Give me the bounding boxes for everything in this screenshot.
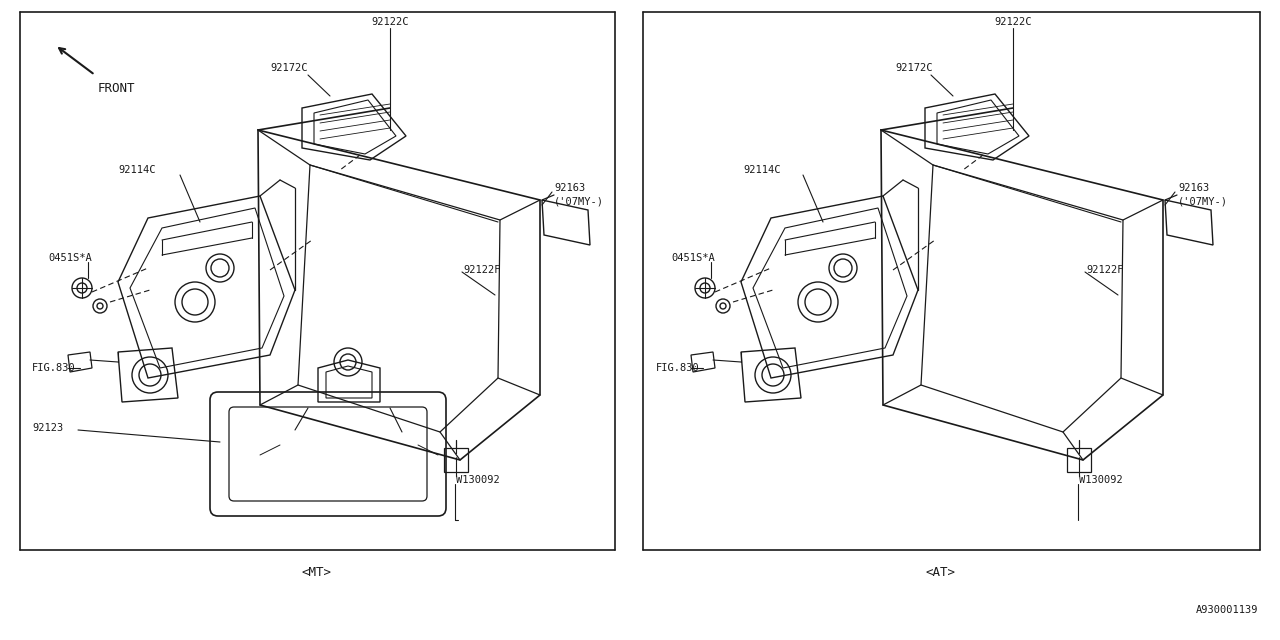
Text: A930001139: A930001139: [1196, 605, 1258, 615]
Text: ('07MY-): ('07MY-): [1178, 197, 1228, 207]
Text: 92163: 92163: [554, 183, 585, 193]
Text: 92163: 92163: [1178, 183, 1210, 193]
Text: ('07MY-): ('07MY-): [554, 197, 604, 207]
Text: <MT>: <MT>: [302, 566, 332, 579]
Text: 92122F: 92122F: [463, 265, 500, 275]
Text: 92172C: 92172C: [895, 63, 933, 73]
Text: W130092: W130092: [1079, 475, 1123, 485]
Text: 92122C: 92122C: [995, 17, 1032, 27]
Text: FIG.830: FIG.830: [657, 363, 700, 373]
Text: 92114C: 92114C: [742, 165, 781, 175]
Text: 92122F: 92122F: [1085, 265, 1124, 275]
Text: 92114C: 92114C: [118, 165, 155, 175]
Text: 0451S*A: 0451S*A: [49, 253, 92, 263]
Text: 92123: 92123: [32, 423, 63, 433]
Text: 92122C: 92122C: [371, 17, 408, 27]
Text: 0451S*A: 0451S*A: [671, 253, 714, 263]
Text: 92172C: 92172C: [270, 63, 307, 73]
Text: FIG.830: FIG.830: [32, 363, 76, 373]
Text: <AT>: <AT>: [925, 566, 955, 579]
Text: FRONT: FRONT: [99, 82, 136, 95]
Text: W130092: W130092: [456, 475, 499, 485]
